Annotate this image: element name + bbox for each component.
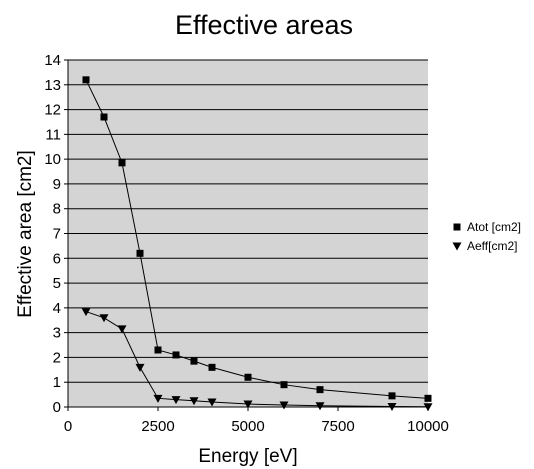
y-tick-label: 9 xyxy=(53,176,61,193)
legend: Atot [cm2] Aeff[cm2] xyxy=(449,215,531,261)
data-point xyxy=(189,397,199,406)
data-point xyxy=(243,400,253,409)
data-point xyxy=(453,223,461,231)
gridlines xyxy=(68,59,428,383)
y-tick-label: 7 xyxy=(53,226,61,243)
data-point xyxy=(387,403,397,412)
y-tick-label: 2 xyxy=(53,349,61,366)
y-tick-label: 0 xyxy=(53,399,61,416)
data-point xyxy=(171,396,181,405)
y-axis-label: Effective area [cm2] xyxy=(15,150,36,318)
legend-label: Atot [cm2] xyxy=(467,220,521,234)
data-point xyxy=(99,314,109,323)
data-point xyxy=(100,113,108,121)
data-point xyxy=(279,401,289,410)
y-tick-label: 6 xyxy=(53,250,61,267)
legend-box xyxy=(449,215,531,261)
data-point xyxy=(424,394,432,402)
y-tick-label: 3 xyxy=(53,325,61,342)
chart-title: Effective areas xyxy=(175,10,353,40)
data-point xyxy=(81,308,91,317)
x-tick-label: 10000 xyxy=(407,418,449,435)
x-axis-label: Energy [eV] xyxy=(198,446,297,467)
data-point xyxy=(244,373,252,381)
x-tick-label: 0 xyxy=(64,418,72,435)
series-group xyxy=(81,76,433,412)
y-tick-label: 11 xyxy=(45,126,61,143)
y-tick-label: 13 xyxy=(44,77,61,94)
data-point xyxy=(82,76,90,84)
data-point xyxy=(423,403,433,412)
x-tick-label: 2500 xyxy=(141,418,174,435)
y-tick-label: 4 xyxy=(53,300,61,317)
data-point xyxy=(388,392,396,400)
data-point xyxy=(207,398,217,407)
data-point xyxy=(117,325,127,334)
data-point xyxy=(118,159,126,167)
data-point xyxy=(280,381,288,389)
x-tick-label: 5000 xyxy=(231,418,264,435)
data-point xyxy=(153,394,163,403)
data-point xyxy=(135,363,145,372)
y-tick-label: 12 xyxy=(44,102,61,119)
data-point xyxy=(172,351,180,359)
series-1 xyxy=(82,76,432,402)
x-tick-label: 7500 xyxy=(321,418,354,435)
y-tick-label: 5 xyxy=(53,275,61,292)
data-point xyxy=(154,346,162,354)
legend-label: Aeff[cm2] xyxy=(467,239,517,253)
data-point xyxy=(452,242,462,251)
x-tick-labels: 0 2500 5000 7500 10000 xyxy=(64,418,449,435)
y-tick-label: 1 xyxy=(53,374,61,391)
y-tick-label: 10 xyxy=(44,151,61,168)
series-2 xyxy=(81,308,433,412)
y-tick-label: 14 xyxy=(44,52,61,69)
data-point xyxy=(316,386,324,394)
y-tick-label: 8 xyxy=(53,201,61,218)
data-point xyxy=(136,249,144,257)
data-point xyxy=(315,402,325,411)
data-point xyxy=(208,363,216,371)
data-point xyxy=(190,357,198,365)
